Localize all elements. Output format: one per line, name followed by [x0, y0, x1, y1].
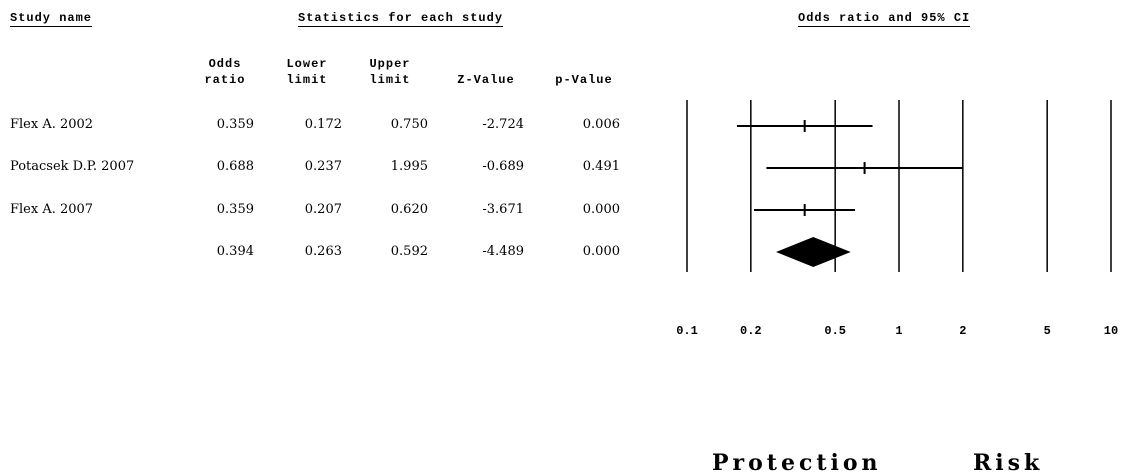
lower-limit-column-header: Lower limit	[286, 57, 328, 87]
upper-limit-value: 0.620	[390, 202, 428, 217]
tick-label: 0.5	[824, 324, 846, 338]
z-value: -3.671	[482, 202, 524, 217]
odds-ratio-column-header: Odds ratio	[204, 57, 246, 87]
odds-ratio-value: 0.359	[216, 117, 254, 132]
tick-label: 10	[1104, 324, 1118, 338]
study-name: Potacsek D.P. 2007	[10, 159, 135, 174]
study-name: Flex A. 2007	[10, 202, 94, 217]
tick-label: 2	[959, 324, 966, 338]
tick-label: 5	[1044, 324, 1051, 338]
study-name-header: Study name	[10, 11, 93, 27]
table-row: Flex A. 2002 0.359 0.172 0.750 -2.724 0.…	[0, 117, 640, 137]
table-row: Flex A. 2007 0.359 0.207 0.620 -3.671 0.…	[0, 202, 640, 222]
protection-label: Protection	[712, 450, 882, 476]
upper-limit-value: 1.995	[390, 159, 428, 174]
z-value-column-header: Z-Value	[457, 73, 515, 87]
p-value: 0.491	[582, 159, 620, 174]
table-row: Potacsek D.P. 2007 0.688 0.237 1.995 -0.…	[0, 159, 640, 179]
lower-limit-value: 0.172	[304, 117, 342, 132]
lower-limit-value: 0.263	[304, 244, 342, 259]
p-value: 0.000	[582, 202, 620, 217]
p-value: 0.006	[582, 117, 620, 132]
tick-label: 0.1	[676, 324, 698, 338]
lower-limit-value: 0.237	[304, 159, 342, 174]
z-value: -2.724	[482, 117, 524, 132]
statistics-header: Statistics for each study	[298, 11, 504, 27]
upper-limit-column-header: Upper limit	[369, 57, 411, 87]
summary-row: 0.394 0.263 0.592 -4.489 0.000	[0, 244, 640, 264]
z-value: -4.489	[482, 244, 524, 259]
z-value: -0.689	[482, 159, 524, 174]
odds-ratio-value: 0.394	[216, 244, 254, 259]
tick-label: 1	[895, 324, 902, 338]
risk-label: Risk	[973, 450, 1044, 476]
upper-limit-value: 0.592	[390, 244, 428, 259]
summary-diamond	[776, 237, 851, 267]
p-value: 0.000	[582, 244, 620, 259]
plot-header: Odds ratio and 95% CI	[798, 11, 971, 27]
odds-ratio-value: 0.359	[216, 202, 254, 217]
study-name: Flex A. 2002	[10, 117, 94, 132]
tick-label: 0.2	[740, 324, 762, 338]
p-value-column-header: p-Value	[555, 73, 613, 87]
odds-ratio-value: 0.688	[216, 159, 254, 174]
upper-limit-value: 0.750	[390, 117, 428, 132]
lower-limit-value: 0.207	[304, 202, 342, 217]
